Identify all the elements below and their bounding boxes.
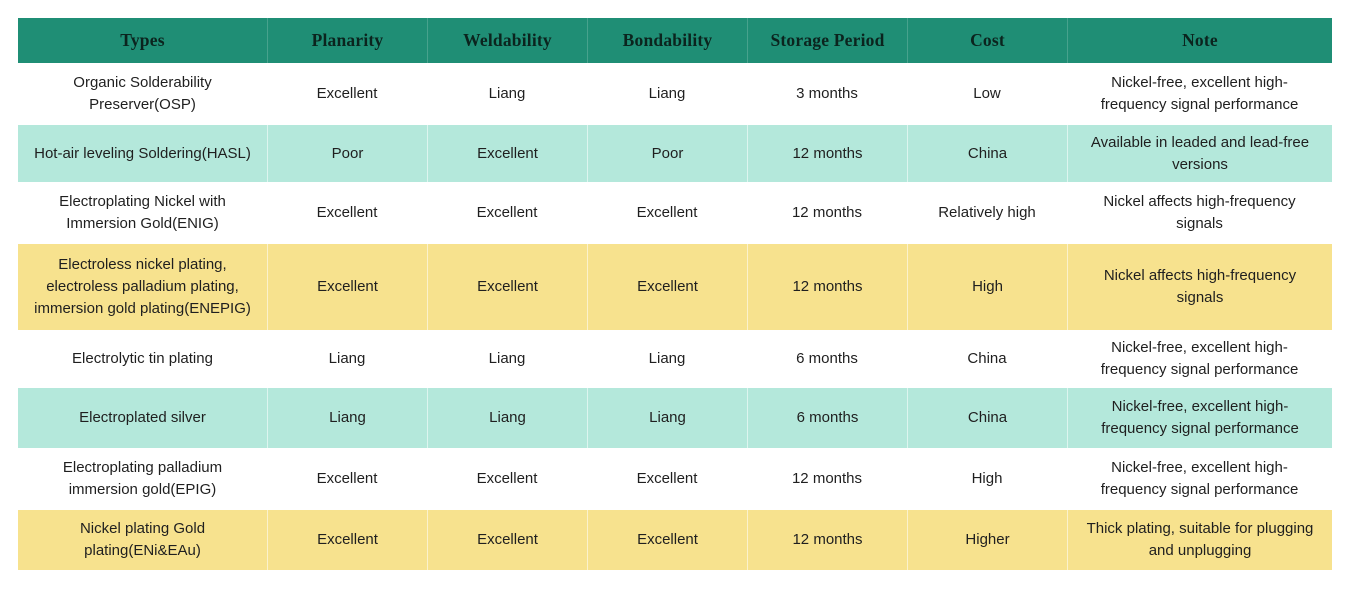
bondability-cell: Liang — [648, 350, 686, 368]
weldability-cell: Excellent — [427, 125, 587, 182]
bondability-cell: Excellent — [636, 470, 698, 488]
note-cell: Thick plating, suitable for plugging and… — [1067, 510, 1332, 570]
note-cell: Nickel-free, excellent high-frequency si… — [1100, 74, 1299, 113]
bondability-cell: Poor — [587, 125, 747, 182]
type-cell: Electroplating palladium immersion gold(… — [62, 459, 223, 498]
planarity-cell: Excellent — [316, 85, 378, 103]
column-header-types: Types — [120, 29, 165, 50]
storage-period-cell: 12 months — [747, 244, 907, 330]
weldability-cell: Liang — [488, 350, 526, 368]
cost-cell: High — [971, 470, 1003, 488]
table-row: Electroplated silver Liang Liang Liang 6… — [18, 388, 1332, 448]
weldability-cell: Excellent — [476, 204, 538, 222]
type-cell: Electroplated silver — [79, 409, 206, 427]
note-cell: Nickel affects high-frequency signals — [1103, 193, 1296, 232]
table-row: Hot-air leveling Soldering(HASL) Poor Ex… — [18, 125, 1332, 182]
weldability-cell: Liang — [488, 85, 526, 103]
storage-period-cell: 6 months — [747, 388, 907, 448]
planarity-cell: Excellent — [316, 204, 378, 222]
type-cell: Hot-air leveling Soldering(HASL) — [34, 144, 251, 162]
bondability-cell: Liang — [648, 85, 686, 103]
storage-period-cell: 3 months — [796, 85, 858, 103]
bondability-cell: Excellent — [587, 510, 747, 570]
type-cell: Nickel plating Gold plating(ENi&EAu) — [79, 520, 206, 559]
storage-period-cell: 12 months — [747, 125, 907, 182]
weldability-cell: Excellent — [427, 244, 587, 330]
cost-cell: High — [907, 244, 1067, 330]
table-row: Electroplating palladium immersion gold(… — [18, 448, 1332, 510]
planarity-cell: Liang — [267, 388, 427, 448]
table-row: Organic Solderability Preserver(OSP) Exc… — [18, 63, 1332, 125]
bondability-cell: Excellent — [587, 244, 747, 330]
weldability-cell: Excellent — [476, 470, 538, 488]
type-cell: Electroless nickel plating, electroless … — [34, 256, 251, 317]
storage-period-cell: 12 months — [747, 510, 907, 570]
column-header-storage-period: Storage Period — [747, 18, 907, 63]
note-cell: Nickel-free, excellent high-frequency si… — [1067, 388, 1332, 448]
planarity-cell: Liang — [328, 350, 366, 368]
note-cell: Nickel-free, excellent high-frequency si… — [1100, 459, 1299, 498]
weldability-cell: Excellent — [427, 510, 587, 570]
column-header-cost: Cost — [907, 18, 1067, 63]
table-row: Nickel plating Gold plating(ENi&EAu) Exc… — [18, 510, 1332, 570]
weldability-cell: Liang — [427, 388, 587, 448]
column-header-planarity: Planarity — [267, 18, 427, 63]
column-header-note: Note — [1067, 18, 1332, 63]
table-row: Electroplating Nickel with Immersion Gol… — [18, 182, 1332, 244]
type-cell: Electrolytic tin plating — [72, 350, 213, 368]
surface-finish-comparison-table: Types Planarity Weldability Bondability … — [18, 18, 1332, 570]
cost-cell: China — [907, 125, 1067, 182]
planarity-cell: Excellent — [267, 244, 427, 330]
note-cell: Available in leaded and lead-free versio… — [1067, 125, 1332, 182]
note-cell: Nickel affects high-frequency signals — [1067, 244, 1332, 330]
table-row: Electroless nickel plating, electroless … — [18, 244, 1332, 330]
table-row: Electrolytic tin plating Liang Liang Lia… — [18, 330, 1332, 388]
cost-cell: Relatively high — [938, 204, 1036, 222]
cost-cell: Low — [973, 85, 1001, 103]
planarity-cell: Excellent — [267, 510, 427, 570]
storage-period-cell: 6 months — [796, 350, 858, 368]
storage-period-cell: 12 months — [791, 470, 863, 488]
type-cell: Electroplating Nickel with Immersion Gol… — [59, 193, 226, 232]
bondability-cell: Liang — [587, 388, 747, 448]
bondability-cell: Excellent — [636, 204, 698, 222]
column-header-weldability: Weldability — [427, 18, 587, 63]
cost-cell: Higher — [907, 510, 1067, 570]
cost-cell: China — [967, 350, 1007, 368]
cost-cell: China — [907, 388, 1067, 448]
column-header-bondability: Bondability — [587, 18, 747, 63]
storage-period-cell: 12 months — [791, 204, 863, 222]
note-cell: Nickel-free, excellent high-frequency si… — [1100, 339, 1299, 378]
planarity-cell: Poor — [267, 125, 427, 182]
table-header-row: Types Planarity Weldability Bondability … — [18, 18, 1332, 63]
type-cell: Organic Solderability Preserver(OSP) — [73, 74, 212, 113]
planarity-cell: Excellent — [316, 470, 378, 488]
